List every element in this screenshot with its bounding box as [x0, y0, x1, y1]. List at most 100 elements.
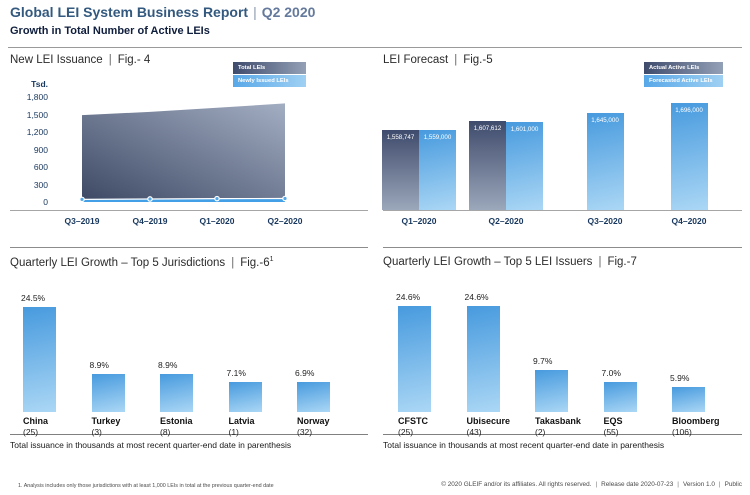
fig7-bar — [535, 370, 568, 412]
fig7-pct-label: 7.0% — [601, 367, 621, 378]
fig6-caption-divider — [10, 434, 368, 435]
fig7-title: Quarterly LEI Growth – Top 5 LEI Issuers… — [383, 256, 637, 268]
fig4-unit-label: Tsd. — [31, 79, 48, 89]
fig5-bar-forecast-label: 1,601,000 — [510, 125, 539, 133]
fig5-axis-line — [383, 210, 742, 211]
fig6-count: (25) — [23, 427, 39, 437]
fig6-bar — [228, 381, 262, 412]
section-divider-right — [383, 247, 742, 248]
fig7-name: CFSTC — [398, 416, 428, 426]
fig4-y-tick: 300 — [33, 179, 48, 190]
fig4-x-label: Q3–2019 — [64, 216, 100, 226]
fig7-pct-label: 24.6% — [396, 292, 421, 303]
header-divider — [8, 47, 742, 48]
fig6-pct-label: 24.5% — [21, 292, 46, 303]
fig5-bar-forecast: 1,559,000 — [419, 130, 456, 210]
fig6-name: Norway — [297, 416, 330, 426]
fig4-y-tick: 0 — [43, 197, 48, 207]
fig4-title: New LEI Issuance | Fig.- 4 — [10, 54, 150, 66]
fig7-title-text: Quarterly LEI Growth – Top 5 LEI Issuers — [383, 256, 593, 268]
footer-copyright: © 2020 GLEIF and/or its affiliates. All … — [441, 481, 592, 488]
fig6-bar — [160, 373, 193, 412]
fig7-count: (2) — [535, 427, 546, 437]
fig6-title-text: Quarterly LEI Growth – Top 5 Jurisdictio… — [10, 256, 226, 269]
footnote: 1. Analysis includes only those jurisdic… — [18, 483, 274, 489]
fig6-pct-label: 6.9% — [295, 368, 315, 379]
fig7-caption-divider — [383, 434, 742, 435]
fig7-pct-label: 24.6% — [464, 292, 489, 303]
fig7-title-separator: | — [598, 256, 602, 268]
fig4-title-text: New LEI Issuance — [10, 54, 103, 66]
fig4-y-tick: 1,500 — [26, 109, 48, 120]
fig4-fig-label: Fig.- 4 — [117, 54, 151, 66]
fig5-legend: Actual Active LEIs Forecasted Active LEI… — [644, 62, 723, 87]
data-point-marker — [214, 195, 220, 202]
report-subtitle: Growth in Total Number of Active LEIs — [10, 25, 210, 37]
fig5-bar-forecast: 1,696,000 — [670, 102, 708, 210]
fig7-count: (106) — [672, 427, 692, 437]
fig4-x-label: Q1–2020 — [199, 216, 235, 226]
fig5-bar-actual: 1,607,612 — [469, 120, 506, 210]
fig7-fig-label: Fig.-7 — [607, 256, 637, 268]
fig6-count: (1) — [228, 427, 239, 437]
fig6-bar — [91, 373, 125, 412]
legend-actual-active-leis-label: Actual Active LEIs — [649, 65, 700, 71]
fig7-name: Ubisecure — [466, 416, 511, 426]
data-point-marker — [147, 196, 153, 202]
fig4-area-chart — [79, 103, 288, 203]
fig5-bar-actual: 1,558,747 — [382, 130, 419, 210]
fig7-bar — [603, 381, 637, 412]
fig7-pct-label: 9.7% — [533, 356, 553, 367]
fig6-fig-label: Fig.-6 — [240, 256, 270, 269]
footer-separator: | — [595, 481, 598, 488]
fig7-bar — [398, 306, 431, 412]
fig7-count: (43) — [466, 427, 482, 437]
fig7-pct-label: 5.9% — [670, 372, 690, 383]
fig6-pct-label: 8.9% — [158, 359, 178, 370]
fig6-caption: Total issuance in thousands at most rece… — [10, 440, 292, 450]
fig6-pct-label: 7.1% — [226, 367, 246, 378]
fig5-x-label: Q2–2020 — [488, 216, 524, 226]
legend-newly-issued-leis: Newly Issued LEIs — [233, 75, 306, 87]
fig6-name: Turkey — [91, 416, 121, 426]
footer-version: Version 1.0 — [682, 481, 715, 488]
fig6-bar — [297, 382, 330, 412]
fig7-name: Bloomberg — [672, 416, 720, 426]
fig5-bar-actual-label: 1,607,612 — [473, 124, 502, 132]
fig5-title: LEI Forecast | Fig.-5 — [383, 54, 493, 66]
footer-separator: | — [718, 481, 721, 488]
fig5-bar-forecast-label: 1,645,000 — [591, 117, 619, 124]
total-leis-area — [82, 103, 285, 202]
fig7-name: Takasbank — [535, 416, 581, 426]
report-title-text: Global LEI System Business Report — [10, 4, 249, 20]
fig5-x-label: Q4–2020 — [671, 216, 707, 226]
fig4-title-separator: | — [108, 54, 112, 66]
fig7-caption: Total issuance in thousands at most rece… — [383, 440, 665, 450]
legend-newly-issued-leis-label: Newly Issued LEIs — [238, 78, 289, 84]
fig6-pct-label: 8.9% — [89, 359, 109, 370]
fig4-y-tick: 900 — [33, 144, 48, 155]
fig6-title-separator: | — [231, 256, 235, 269]
fig7-bar — [672, 386, 705, 412]
report-period: Q2 2020 — [261, 4, 316, 20]
fig7-count: (25) — [398, 427, 414, 437]
legend-forecasted-active-leis: Forecasted Active LEIs — [644, 75, 723, 87]
fig6-name: Estonia — [160, 416, 193, 426]
fig4-axis-line — [10, 210, 368, 211]
title-separator: | — [253, 4, 257, 20]
fig6-name: Latvia — [228, 416, 255, 426]
fig6-bar — [23, 306, 56, 412]
fig5-title-separator: | — [454, 54, 458, 66]
fig7-bar — [466, 306, 500, 412]
fig4-y-tick: 1,800 — [26, 92, 48, 102]
fig5-bar-forecast-label: 1,696,000 — [675, 106, 703, 114]
footer-release-date: Release date 2020-07-23 — [601, 481, 674, 488]
fig6-footnote-marker: 1 — [269, 256, 274, 263]
fig7-count: (55) — [603, 427, 619, 437]
data-point-marker — [79, 196, 85, 203]
footer-visibility: Public — [724, 481, 742, 488]
fig4-y-tick: 600 — [33, 162, 48, 172]
legend-forecasted-active-leis-label: Forecasted Active LEIs — [649, 78, 713, 84]
page-footer: © 2020 GLEIF and/or its affiliates. All … — [441, 481, 742, 488]
